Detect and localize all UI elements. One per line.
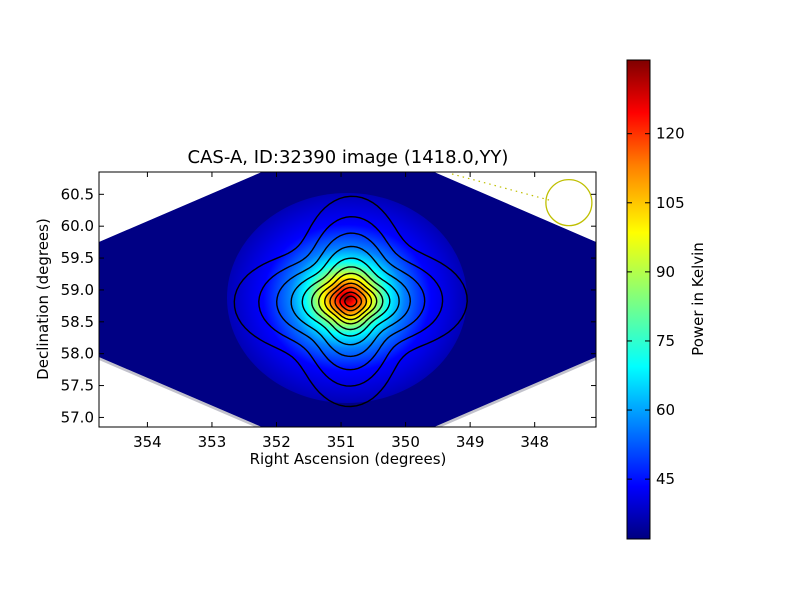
x-tick-label: 354 bbox=[133, 433, 162, 451]
y-tick-label: 57.5 bbox=[61, 377, 94, 395]
x-tick-label: 353 bbox=[198, 433, 227, 451]
colorbar-tick-label: 90 bbox=[656, 263, 675, 281]
chart-title: CAS-A, ID:32390 image (1418.0,YY) bbox=[188, 147, 509, 168]
beam-circle bbox=[545, 178, 593, 227]
contour-line bbox=[339, 291, 363, 312]
y-tick-label: 57.0 bbox=[61, 408, 94, 426]
plot-frame bbox=[98, 171, 597, 428]
x-tick-label: 349 bbox=[456, 433, 485, 451]
contour-line bbox=[329, 282, 373, 321]
colorbar-tick-label: 120 bbox=[656, 125, 685, 143]
y-tick-label: 58.0 bbox=[61, 345, 94, 363]
contour-line bbox=[275, 232, 426, 371]
contour-line bbox=[258, 215, 444, 387]
y-axis-ticks: 57.0 57.5 58.0 58.5 59.0 59.5 60.0 60.5 bbox=[61, 185, 596, 426]
y-tick-label: 59.5 bbox=[61, 249, 94, 267]
contour-line bbox=[290, 245, 412, 358]
contour-line bbox=[334, 286, 368, 317]
x-axis-label: Right Ascension (degrees) bbox=[250, 450, 447, 468]
colorbar bbox=[626, 59, 651, 540]
colorbar-tick-label: 75 bbox=[656, 332, 675, 350]
colorbar-tick-label: 60 bbox=[656, 401, 675, 419]
beam-dotted-line bbox=[451, 173, 550, 201]
x-tick-label: 352 bbox=[262, 433, 291, 451]
x-tick-label: 350 bbox=[391, 433, 420, 451]
contour-line bbox=[233, 195, 468, 408]
colorbar-ticks: 45 60 75 90 105 120 bbox=[627, 125, 685, 488]
y-tick-label: 58.5 bbox=[61, 313, 94, 331]
heatmap-area bbox=[99, 172, 596, 427]
contour-lines bbox=[233, 195, 468, 408]
y-axis-label: Declination (degrees) bbox=[34, 218, 52, 380]
colorbar-tick-label: 105 bbox=[656, 194, 685, 212]
contour-line bbox=[317, 272, 384, 331]
x-tick-label: 351 bbox=[327, 433, 356, 451]
contour-line bbox=[324, 278, 378, 325]
contour-line bbox=[344, 295, 358, 308]
colorbar-tick-label: 45 bbox=[656, 470, 675, 488]
colorbar-label: Power in Kelvin bbox=[689, 242, 707, 356]
x-axis-ticks: 354 353 352 351 350 349 348 bbox=[133, 172, 549, 451]
y-tick-label: 59.0 bbox=[61, 281, 94, 299]
contour-line bbox=[310, 266, 391, 337]
contour-line bbox=[301, 257, 400, 346]
y-tick-label: 60.0 bbox=[61, 217, 94, 235]
y-tick-label: 60.5 bbox=[61, 185, 94, 203]
x-tick-label: 348 bbox=[520, 433, 549, 451]
